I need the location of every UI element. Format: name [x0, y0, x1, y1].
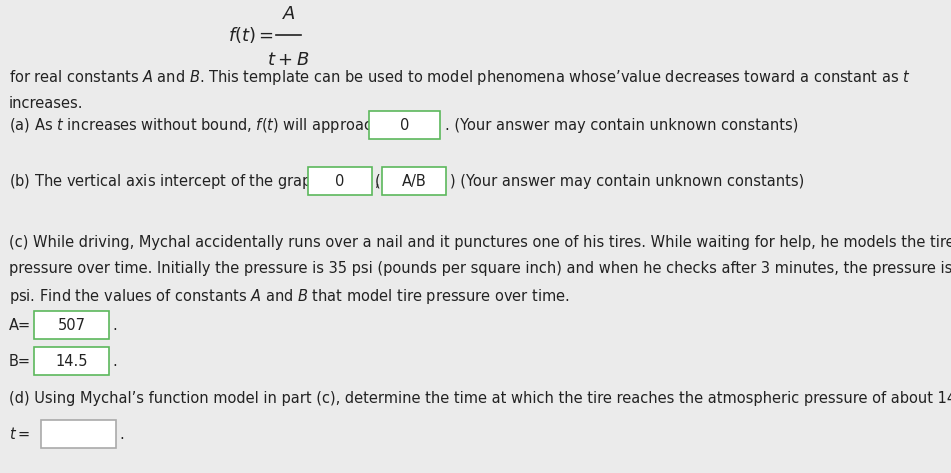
Text: pressure over time. Initially the pressure is 35 psi (pounds per square inch) an: pressure over time. Initially the pressu…: [9, 261, 951, 276]
Text: .: .: [120, 427, 125, 441]
Text: 0: 0: [400, 118, 410, 133]
Text: ,: ,: [375, 174, 379, 189]
Text: $A$: $A$: [281, 5, 296, 23]
Text: 14.5: 14.5: [55, 354, 87, 368]
Text: B=: B=: [9, 354, 30, 368]
Text: $t + B$: $t + B$: [267, 51, 310, 69]
Text: 507: 507: [58, 317, 86, 333]
FancyBboxPatch shape: [34, 347, 109, 375]
Text: ) (Your answer may contain unknown constants): ) (Your answer may contain unknown const…: [450, 174, 804, 189]
Text: A/B: A/B: [401, 174, 426, 189]
Text: (c) While driving, Mychal accidentally runs over a nail and it punctures one of : (c) While driving, Mychal accidentally r…: [9, 235, 951, 250]
Text: (b) The vertical axis intercept of the graph of $f$ is: (: (b) The vertical axis intercept of the g…: [9, 172, 380, 191]
Text: .: .: [112, 317, 117, 333]
Text: (d) Using Mychal’s function model in part (c), determine the time at which the t: (d) Using Mychal’s function model in par…: [9, 391, 951, 406]
Text: $t =$: $t =$: [9, 426, 29, 442]
Text: for real constants $A$ and $B$. This template can be used to model phenomena who: for real constants $A$ and $B$. This tem…: [9, 68, 910, 87]
Text: . (Your answer may contain unknown constants): . (Your answer may contain unknown const…: [445, 118, 798, 133]
Text: A=: A=: [9, 317, 30, 333]
FancyBboxPatch shape: [308, 167, 372, 195]
Text: psi. Find the values of constants $A$ and $B$ that model tire pressure over time: psi. Find the values of constants $A$ an…: [9, 287, 570, 306]
Text: (a) As $t$ increases without bound, $f(t)$ will approach: (a) As $t$ increases without bound, $f(t…: [9, 116, 380, 135]
Text: $f(t) =$: $f(t) =$: [228, 25, 275, 45]
Text: .: .: [112, 354, 117, 368]
Text: 0: 0: [336, 174, 344, 189]
FancyBboxPatch shape: [382, 167, 446, 195]
Text: increases.: increases.: [9, 96, 83, 111]
FancyBboxPatch shape: [369, 111, 440, 139]
FancyBboxPatch shape: [41, 420, 116, 448]
FancyBboxPatch shape: [34, 311, 109, 339]
